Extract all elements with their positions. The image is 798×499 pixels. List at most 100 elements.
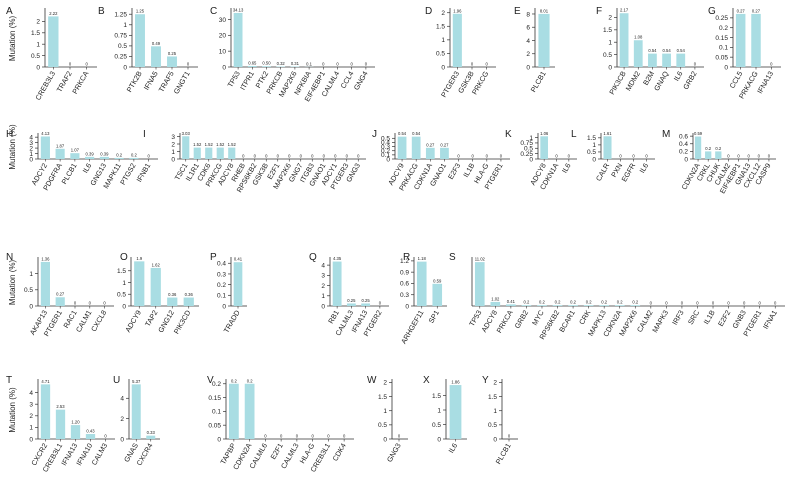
panel-letter: I: [143, 129, 146, 140]
bar-ifna13: [70, 425, 81, 439]
category-label: IL6: [637, 162, 650, 175]
y-tick-label: 1.5: [488, 394, 497, 401]
value-label: 0: [485, 62, 488, 67]
value-label: 1.02: [491, 296, 500, 301]
bar-gnaq: [662, 53, 671, 67]
bar-rps6kb2: [552, 305, 563, 306]
y-tick-label: 0.5: [436, 51, 445, 58]
value-label: 0.2: [705, 146, 711, 151]
bar-arhgef11: [416, 261, 427, 306]
value-label: 0: [619, 154, 622, 159]
value-label: 0.36: [185, 292, 194, 297]
bar-ptk2b: [135, 14, 145, 68]
value-label: 0.43: [86, 429, 95, 434]
value-label: 0.25: [362, 298, 371, 303]
y-tick-label: 0.2: [381, 148, 390, 155]
value-label: 0.2: [524, 300, 530, 305]
panel-letter: K: [505, 129, 512, 140]
bar-adcy9: [134, 261, 145, 306]
value-label: 0.54: [677, 48, 686, 53]
category-label: GNG4: [352, 70, 370, 92]
value-label: 1.86: [451, 380, 460, 385]
bar-il6: [676, 53, 686, 67]
y-tick-label: 1: [29, 425, 33, 432]
category-label: PTK2B: [125, 69, 144, 93]
y-tick-label: 2: [36, 19, 40, 26]
category-label: IL6: [672, 70, 685, 83]
value-label: 0: [737, 154, 740, 159]
value-label: 0: [346, 154, 349, 159]
value-label: 1.87: [56, 143, 65, 148]
bar-tsc1: [182, 136, 190, 159]
value-label: 1.62: [152, 262, 161, 267]
y-tick-label: 1: [529, 135, 533, 142]
bar-pik3cb: [619, 13, 629, 67]
y-tick-label: 0.25: [114, 54, 127, 61]
panel-letter: U: [113, 375, 120, 386]
bar-calr: [603, 136, 612, 159]
y-axis-label: Mutation (%): [8, 124, 17, 170]
value-label: 1.08: [634, 35, 643, 40]
value-label: 0: [696, 301, 699, 306]
bar-cxcr4: [146, 435, 156, 439]
y-tick-label: 0.2: [679, 149, 688, 156]
value-label: 0.2: [539, 300, 545, 305]
y-tick-label: 0: [383, 436, 387, 443]
y-tick-label: 0.3: [400, 292, 409, 299]
bar-cdkn1a: [425, 147, 435, 159]
y-tick-label: 1: [383, 408, 387, 415]
bar-tap2: [150, 267, 161, 306]
value-label: 0.27: [426, 142, 435, 147]
bar-adcy8: [490, 301, 501, 306]
y-tick-label: 0: [437, 436, 441, 443]
category-label: GRB2: [513, 309, 531, 330]
value-label: 0: [187, 62, 190, 67]
value-label: 0: [254, 154, 257, 159]
y-tick-label: 1.5: [378, 394, 387, 401]
value-label: 0: [300, 154, 303, 159]
panel-letter: X: [423, 375, 430, 386]
y-tick-label: 1: [36, 42, 40, 49]
value-label: 0.27: [737, 8, 746, 13]
bar-ptgs2: [129, 157, 139, 159]
value-label: 1.36: [41, 256, 50, 261]
y-tick-label: 20: [219, 33, 227, 40]
y-tick-label: 0.4: [679, 141, 688, 148]
panel-letter: A: [6, 6, 13, 17]
y-tick-label: 0.1: [212, 409, 221, 416]
y-tick-label: 1: [608, 40, 612, 47]
value-label: 0: [147, 154, 150, 159]
y-tick-label: 3: [29, 402, 33, 409]
value-label: 0: [334, 154, 337, 159]
value-label: 0: [264, 434, 267, 439]
value-label: 0: [74, 301, 77, 306]
y-tick-label: 0: [526, 64, 530, 71]
value-label: 0: [336, 62, 339, 67]
y-tick-label: 2: [493, 380, 497, 387]
value-label: 0.59: [433, 278, 442, 283]
bar-ccl5: [735, 13, 746, 67]
value-label: 1.52: [216, 142, 225, 147]
y-tick-label: 1: [441, 37, 445, 44]
value-label: 0: [288, 154, 291, 159]
value-label: 0: [743, 301, 746, 306]
y-tick-label: 0: [217, 436, 221, 443]
y-tick-label: 0: [493, 436, 497, 443]
bar-il6: [85, 156, 95, 159]
bar-calml3: [346, 303, 356, 306]
bar-prkca: [506, 304, 516, 306]
y-tick-label: 0.5: [24, 287, 33, 294]
value-label: 0: [665, 301, 668, 306]
value-label: 1.61: [603, 131, 612, 136]
value-label: 0: [69, 62, 72, 67]
value-label: 0: [770, 62, 773, 67]
value-label: 0: [568, 154, 571, 159]
value-label: 0: [712, 301, 715, 306]
value-label: 0.2: [570, 300, 576, 305]
y-tick-label: 1: [171, 149, 175, 156]
bar-creb3l1: [55, 409, 66, 439]
category-label: PLCB1: [529, 70, 548, 94]
value-label: 0: [694, 62, 697, 67]
y-tick-label: 0.5: [587, 149, 596, 156]
